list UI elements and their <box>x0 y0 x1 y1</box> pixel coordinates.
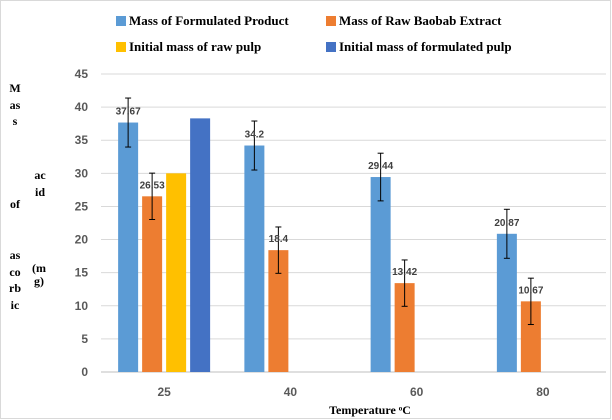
bar <box>496 233 517 372</box>
data-label: 20.87 <box>494 218 519 229</box>
x-tick-labels: 25 40 60 80 <box>157 385 549 399</box>
y-axis-title-mg: (mg) <box>32 261 46 288</box>
bar <box>166 173 187 372</box>
error-bars <box>125 97 534 326</box>
bar <box>118 122 139 372</box>
data-label: 37.67 <box>116 107 141 118</box>
bar <box>190 118 211 372</box>
y-tick-label: 20 <box>75 233 89 247</box>
legend-swatch <box>116 16 126 26</box>
y-tick-label: 25 <box>75 199 89 213</box>
legend-swatch <box>116 42 126 52</box>
data-label: 29.44 <box>368 161 393 172</box>
data-label: 18.4 <box>269 234 289 245</box>
y-axis-title-of: of <box>10 197 20 211</box>
y-tick-label: 0 <box>81 365 88 379</box>
data-label: 13.42 <box>392 267 417 278</box>
x-axis-title: Temperature ᵒC <box>329 403 411 417</box>
y-tick-label: 40 <box>75 100 89 114</box>
x-tick-label: 40 <box>284 385 298 399</box>
y-tick-label: 5 <box>81 332 88 346</box>
y-tick-label: 35 <box>75 133 89 147</box>
y-tick-label: 30 <box>75 166 89 180</box>
legend-label: Initial mass of formulated pulp <box>339 39 512 54</box>
y-axis-title-mass: Mass <box>9 81 21 128</box>
x-tick-label: 80 <box>536 385 550 399</box>
y-tick-label: 15 <box>75 266 89 280</box>
data-label: 26.53 <box>140 180 165 191</box>
legend-swatch <box>326 16 336 26</box>
legend-label: Mass of Raw Baobab Extract <box>339 13 502 28</box>
y-tick-label: 45 <box>75 67 89 81</box>
bar <box>142 196 163 372</box>
x-tick-label: 25 <box>157 385 171 399</box>
bar <box>244 145 265 372</box>
bar <box>394 283 415 372</box>
data-label: 34.2 <box>245 130 265 141</box>
y-tick-label: 10 <box>75 299 89 313</box>
data-labels: 37.67 26.53 34.2 18.4 29.44 13.42 20.87 10.67 <box>116 107 544 297</box>
bar <box>268 250 289 372</box>
legend-label: Mass of Formulated Product <box>129 13 289 28</box>
y-axis-title-acid: acid <box>34 168 46 199</box>
bar <box>370 177 391 372</box>
legend-swatch <box>326 42 336 52</box>
legend: Mass of Formulated Product Mass of Raw Ba… <box>116 13 512 54</box>
data-label: 10.67 <box>518 285 543 296</box>
y-axis-title-ascorbic: ascorbic <box>9 248 21 312</box>
x-tick-label: 60 <box>410 385 424 399</box>
y-tick-labels: 0 5 10 15 20 25 30 35 40 45 <box>75 67 89 379</box>
bars <box>118 118 541 372</box>
bar <box>520 301 541 372</box>
legend-label: Initial mass of raw pulp <box>129 39 261 54</box>
